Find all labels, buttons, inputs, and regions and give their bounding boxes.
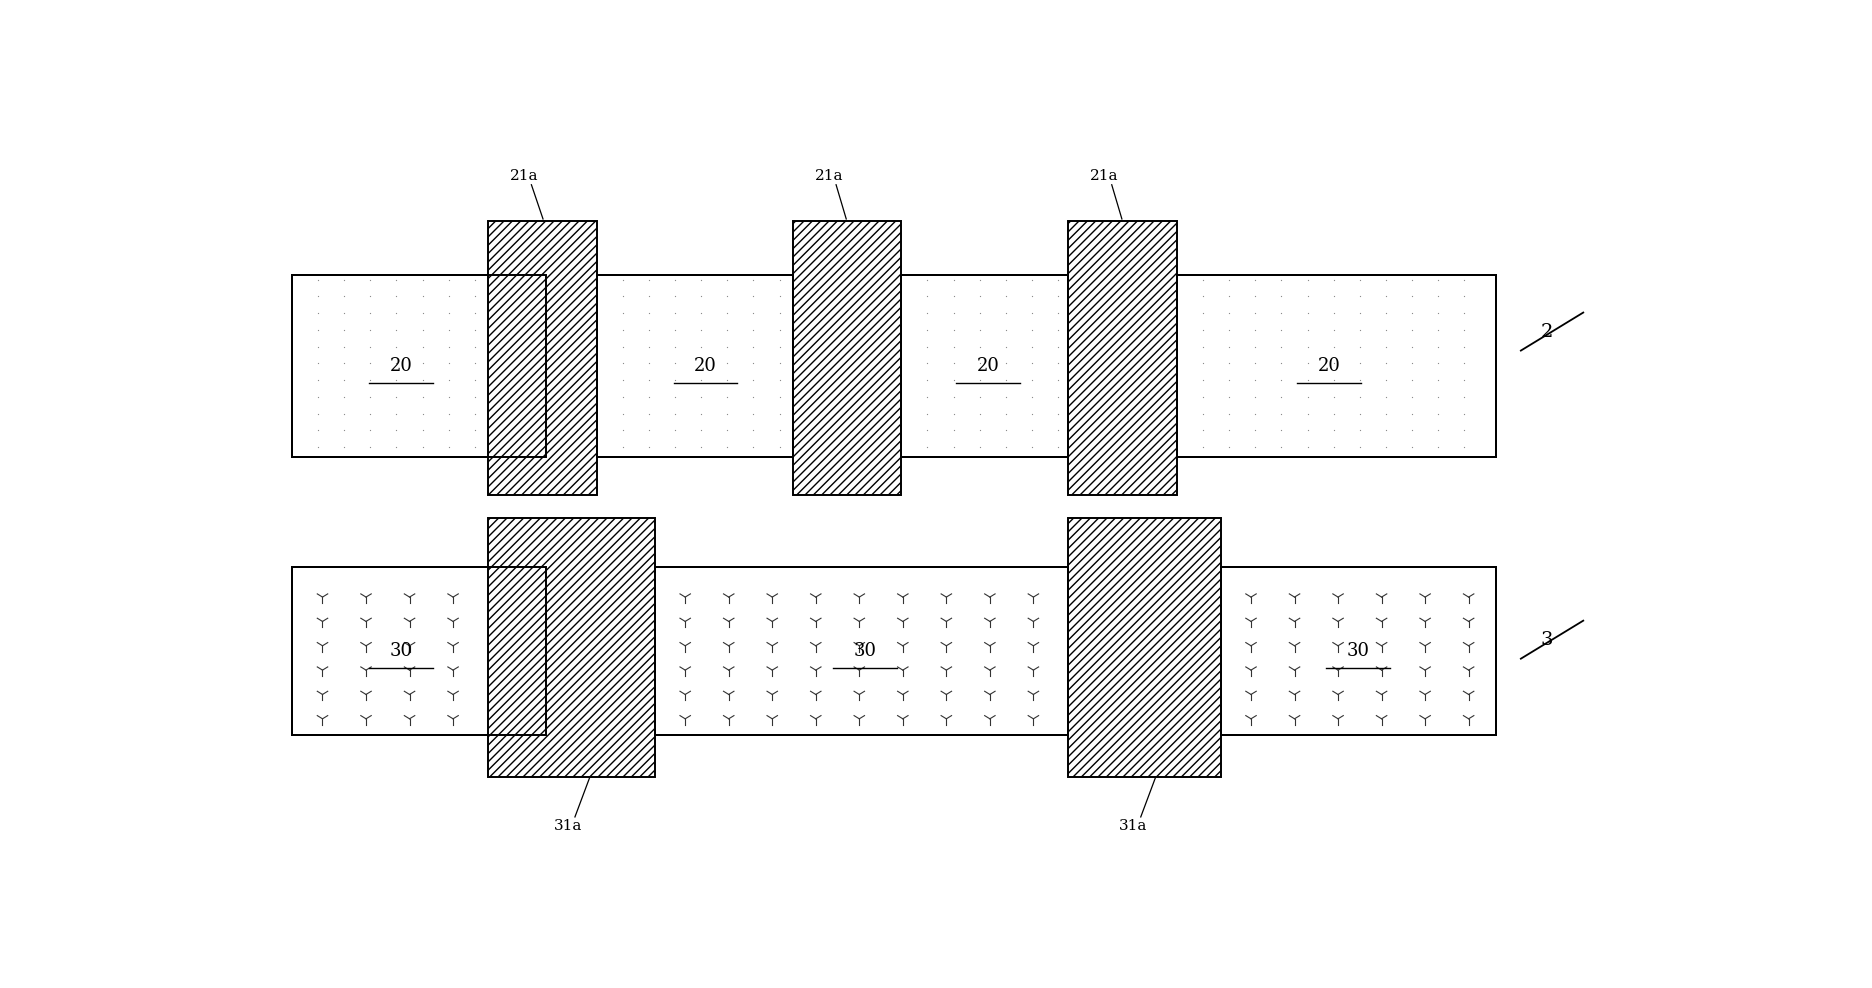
Bar [489,518,655,777]
Bar [1177,275,1496,457]
Bar [1221,567,1496,735]
Bar [292,567,547,735]
Bar [292,275,547,457]
Text: 2: 2 [1541,322,1554,341]
Bar [1069,518,1221,777]
Bar [792,221,902,495]
Text: 31a: 31a [1119,819,1148,833]
Text: 30: 30 [854,642,876,660]
Bar [902,275,1069,457]
Text: 21a: 21a [1090,169,1119,183]
Bar [597,275,792,457]
Bar [1177,275,1496,457]
Bar [655,567,1069,735]
Bar [1221,567,1496,735]
Bar [1069,221,1177,495]
Bar [489,518,655,777]
Bar [792,221,902,495]
Bar [292,275,547,457]
Bar [1069,221,1177,495]
Text: 20: 20 [389,357,412,374]
Text: 20: 20 [1318,357,1340,374]
Bar [489,221,597,495]
Bar [1069,518,1221,777]
Bar [902,275,1069,457]
Bar [655,567,1069,735]
Bar [1069,518,1221,777]
Text: 31a: 31a [554,819,582,833]
Text: 21a: 21a [814,169,842,183]
Bar [489,221,597,495]
Text: 20: 20 [695,357,717,374]
Bar [292,567,547,735]
Bar [792,221,902,495]
Text: 3: 3 [1541,630,1554,649]
Text: 20: 20 [977,357,1000,374]
Text: 30: 30 [389,642,412,660]
Text: 21a: 21a [509,169,539,183]
Bar [1069,221,1177,495]
Bar [597,275,792,457]
Bar [489,518,655,777]
Bar [489,221,597,495]
Text: 30: 30 [1346,642,1370,660]
